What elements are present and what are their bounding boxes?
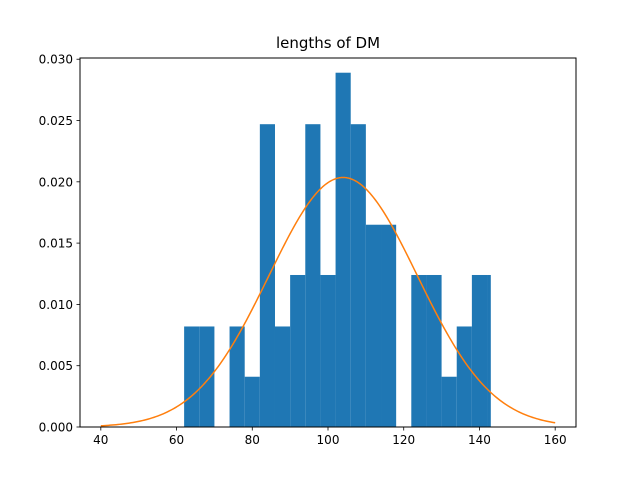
histogram-bar [426, 274, 442, 427]
x-axis: 40 60 80 100 120 140 160 [93, 427, 567, 447]
y-tick-label: 0.020 [39, 175, 73, 189]
x-tick-label: 160 [544, 433, 567, 447]
histogram-bar [456, 326, 472, 427]
histogram-bar [487, 274, 491, 427]
histogram-bar [229, 326, 245, 427]
histogram-bar [350, 124, 366, 427]
histogram-bar [244, 376, 260, 427]
x-tick-label: 40 [93, 433, 108, 447]
histogram-bar [471, 274, 488, 427]
y-tick-label: 0.000 [39, 421, 73, 435]
histogram-bar [381, 224, 397, 427]
plot-frame [79, 57, 577, 428]
y-axis: 0.000 0.005 0.010 0.015 0.020 0.025 0.030 [39, 53, 80, 435]
y-tick-label: 0.030 [39, 53, 73, 67]
x-tick-label: 80 [245, 433, 260, 447]
chart-title: lengths of DM [276, 34, 380, 52]
y-tick-label: 0.005 [39, 359, 73, 373]
histogram-bar [441, 376, 457, 427]
histogram-bar [305, 124, 321, 427]
histogram-bar [290, 274, 306, 427]
histogram-bar [335, 72, 351, 427]
density-curve-layer [100, 176, 556, 427]
histogram-bar [184, 326, 200, 427]
x-tick-label: 60 [169, 433, 184, 447]
y-tick-label: 0.025 [39, 114, 73, 128]
y-tick-label: 0.015 [39, 237, 73, 251]
histogram-bar [365, 224, 382, 427]
x-tick-label: 140 [468, 433, 491, 447]
histogram-bar [320, 274, 336, 427]
histogram-bars [184, 72, 491, 427]
histogram-bar [199, 326, 215, 427]
normal-density-curve [100, 176, 556, 427]
x-tick-label: 120 [392, 433, 415, 447]
histogram-bar [411, 274, 427, 427]
x-tick-label: 100 [317, 433, 340, 447]
histogram-bar [274, 326, 291, 427]
y-tick-label: 0.010 [39, 298, 73, 312]
histogram-bar [259, 124, 275, 427]
